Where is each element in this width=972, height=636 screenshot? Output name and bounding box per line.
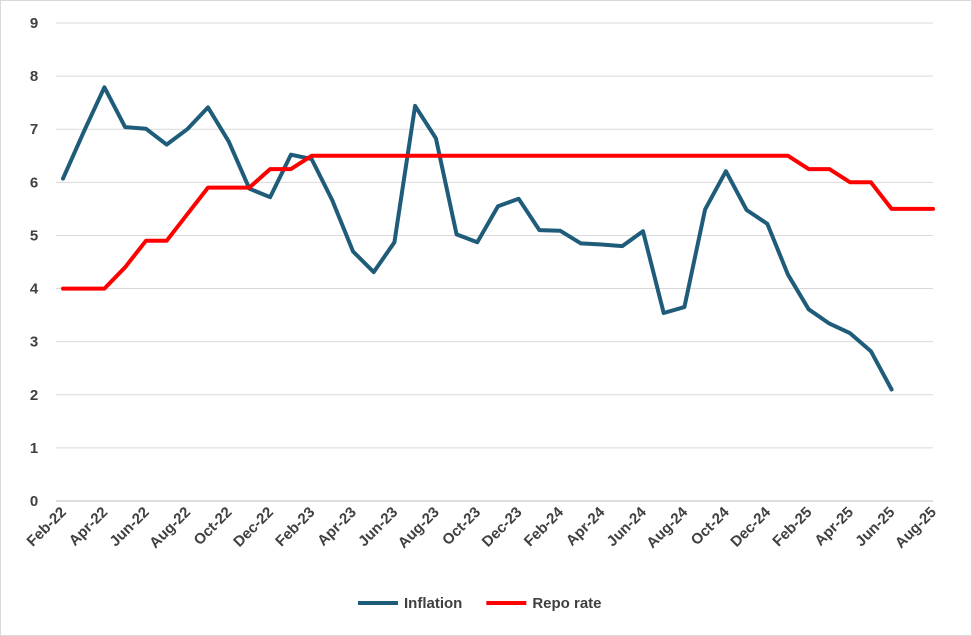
x-tick-label: Oct-22 — [191, 504, 236, 549]
x-tick-label: Dec-22 — [230, 504, 277, 551]
x-tick-label: Feb-23 — [272, 504, 318, 550]
y-tick-label: 1 — [30, 440, 38, 457]
x-tick-label: Jun-22 — [106, 504, 152, 550]
x-tick-label: Jun-23 — [355, 504, 401, 550]
x-tick-label: Aug-25 — [892, 504, 940, 552]
x-tick-label: Oct-24 — [688, 503, 733, 548]
y-tick-label: 6 — [30, 174, 38, 191]
x-axis-ticks: Feb-22Apr-22Jun-22Aug-22Oct-22Dec-22Feb-… — [24, 503, 940, 551]
y-axis-ticks: 0 1 2 3 4 5 6 7 8 9 — [30, 15, 39, 510]
x-tick-label: Feb-25 — [769, 504, 815, 550]
x-tick-label: Apr-24 — [563, 503, 609, 549]
series-line-inflation — [61, 85, 894, 392]
x-tick-label: Apr-22 — [66, 504, 112, 550]
x-tick-label: Jun-24 — [604, 503, 651, 550]
x-tick-label: Aug-22 — [146, 504, 194, 552]
x-tick-label: Feb-24 — [521, 503, 568, 550]
x-tick-label: Aug-23 — [395, 504, 443, 552]
series-line-repo-rate — [61, 153, 935, 291]
gridlines — [56, 22, 933, 502]
y-tick-label: 9 — [30, 15, 38, 32]
y-tick-label: 7 — [30, 121, 38, 138]
y-tick-label: 4 — [30, 281, 39, 298]
series-lines — [61, 85, 935, 392]
x-tick-label: Dec-23 — [479, 504, 526, 551]
y-tick-label: 2 — [30, 387, 38, 404]
y-tick-label: 8 — [30, 68, 38, 85]
y-tick-label: 0 — [30, 493, 38, 510]
x-tick-label: Aug-24 — [643, 503, 691, 551]
x-tick-label: Oct-23 — [439, 504, 484, 549]
x-tick-label: Feb-22 — [24, 504, 70, 550]
legend-label-inflation: Inflation — [404, 595, 462, 612]
y-tick-label: 5 — [30, 227, 38, 244]
legend-label-repo-rate: Repo rate — [532, 595, 601, 612]
legend: Inflation Repo rate — [358, 595, 602, 612]
y-tick-label: 3 — [30, 334, 38, 351]
x-tick-label: Jun-25 — [852, 504, 898, 550]
x-tick-label: Apr-23 — [314, 504, 360, 550]
x-tick-label: Apr-25 — [811, 504, 857, 550]
x-tick-label: Dec-24 — [727, 503, 774, 550]
